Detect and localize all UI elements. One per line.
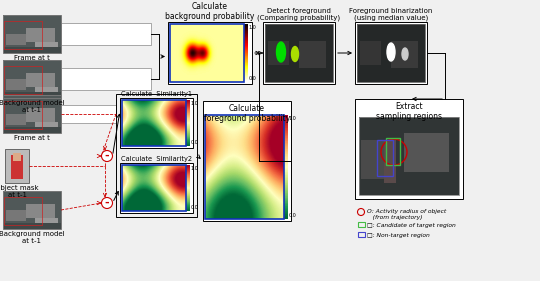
Bar	[35, 122, 58, 131]
Text: (from trajectory): (from trajectory)	[367, 216, 422, 221]
Bar	[11, 155, 23, 179]
Bar	[122, 165, 186, 211]
Text: Calculate
foreground probability: Calculate foreground probability	[204, 104, 290, 123]
Text: -: -	[105, 151, 109, 161]
Bar	[61, 23, 151, 45]
Bar	[4, 66, 42, 94]
Text: Calculate
background probability: Calculate background probability	[165, 2, 255, 21]
Bar	[3, 191, 61, 229]
Bar	[6, 79, 26, 90]
Text: □: Candidate of target region: □: Candidate of target region	[367, 223, 456, 228]
Bar	[4, 101, 42, 129]
Text: Object mask
at t-1: Object mask at t-1	[0, 185, 39, 198]
Bar	[3, 15, 61, 53]
Text: 0.0: 0.0	[191, 205, 198, 210]
Text: 0.0: 0.0	[288, 213, 296, 218]
Bar	[265, 24, 333, 82]
Text: 0.0: 0.0	[191, 140, 198, 145]
Bar	[203, 101, 291, 221]
Text: Background model
at t-1: Background model at t-1	[0, 100, 65, 113]
Bar	[61, 68, 151, 90]
Bar	[357, 24, 425, 82]
Text: Extract
sampling regions: Extract sampling regions	[376, 102, 442, 121]
Bar	[404, 133, 449, 172]
Bar	[35, 42, 58, 51]
Bar	[355, 22, 427, 84]
Circle shape	[102, 198, 112, 209]
Bar	[3, 127, 61, 133]
Bar	[26, 73, 55, 87]
Text: 1.0: 1.0	[288, 116, 296, 121]
Bar	[122, 100, 186, 146]
Bar	[4, 197, 42, 225]
Ellipse shape	[402, 48, 408, 60]
Bar	[6, 210, 26, 221]
Bar	[3, 60, 61, 98]
Bar	[377, 140, 393, 176]
Bar	[120, 163, 193, 213]
Bar	[3, 95, 61, 133]
Text: Foreground binarization
(using median value): Foreground binarization (using median va…	[349, 8, 433, 21]
Bar	[26, 108, 55, 122]
Ellipse shape	[387, 43, 395, 61]
Bar	[4, 21, 42, 49]
Text: Calculate  Similarity1: Calculate Similarity1	[121, 91, 192, 97]
Ellipse shape	[292, 46, 299, 62]
Bar	[3, 60, 61, 98]
Bar	[386, 138, 400, 165]
Bar	[61, 105, 116, 123]
Text: 1.0: 1.0	[248, 25, 256, 30]
Bar	[358, 222, 365, 227]
Bar	[6, 34, 26, 46]
Bar	[357, 24, 425, 82]
Bar	[360, 41, 381, 65]
Bar	[168, 22, 252, 84]
Bar	[268, 41, 289, 65]
Bar	[26, 28, 55, 42]
Bar	[3, 47, 61, 53]
Bar	[35, 217, 58, 227]
Bar	[3, 223, 61, 229]
Bar	[116, 94, 197, 217]
Text: 1.0: 1.0	[191, 101, 198, 106]
Text: □: Non-target region: □: Non-target region	[367, 232, 430, 237]
Bar	[26, 204, 55, 217]
Text: -: -	[105, 198, 109, 208]
Text: Frame at t: Frame at t	[14, 135, 50, 141]
Bar	[263, 22, 335, 84]
Bar	[3, 92, 61, 98]
Bar	[3, 191, 61, 229]
Bar	[359, 117, 459, 195]
Text: Detect foreground
(Comparing probability): Detect foreground (Comparing probability…	[258, 8, 341, 21]
Bar	[299, 41, 326, 67]
Text: Calculate  Similarity2: Calculate Similarity2	[121, 156, 192, 162]
Circle shape	[102, 151, 112, 162]
Bar	[35, 87, 58, 96]
Bar	[358, 232, 365, 237]
Bar	[3, 95, 61, 133]
Bar	[170, 24, 244, 82]
Bar	[359, 117, 459, 195]
Bar	[6, 114, 26, 125]
Text: Background model
at t-1: Background model at t-1	[0, 231, 65, 244]
Bar	[361, 140, 391, 179]
Bar	[120, 98, 193, 148]
Text: 0.0: 0.0	[248, 76, 256, 81]
Bar	[355, 99, 463, 199]
Bar	[13, 153, 21, 161]
Bar	[205, 115, 284, 219]
Bar	[265, 24, 333, 82]
Bar	[384, 140, 396, 183]
Bar	[5, 149, 29, 183]
Ellipse shape	[276, 42, 286, 62]
Bar	[3, 15, 61, 53]
Text: O: Activity radius of object: O: Activity radius of object	[367, 210, 446, 214]
Text: 1.0: 1.0	[191, 166, 198, 171]
Text: Frame at t: Frame at t	[14, 55, 50, 61]
Bar	[391, 41, 418, 67]
